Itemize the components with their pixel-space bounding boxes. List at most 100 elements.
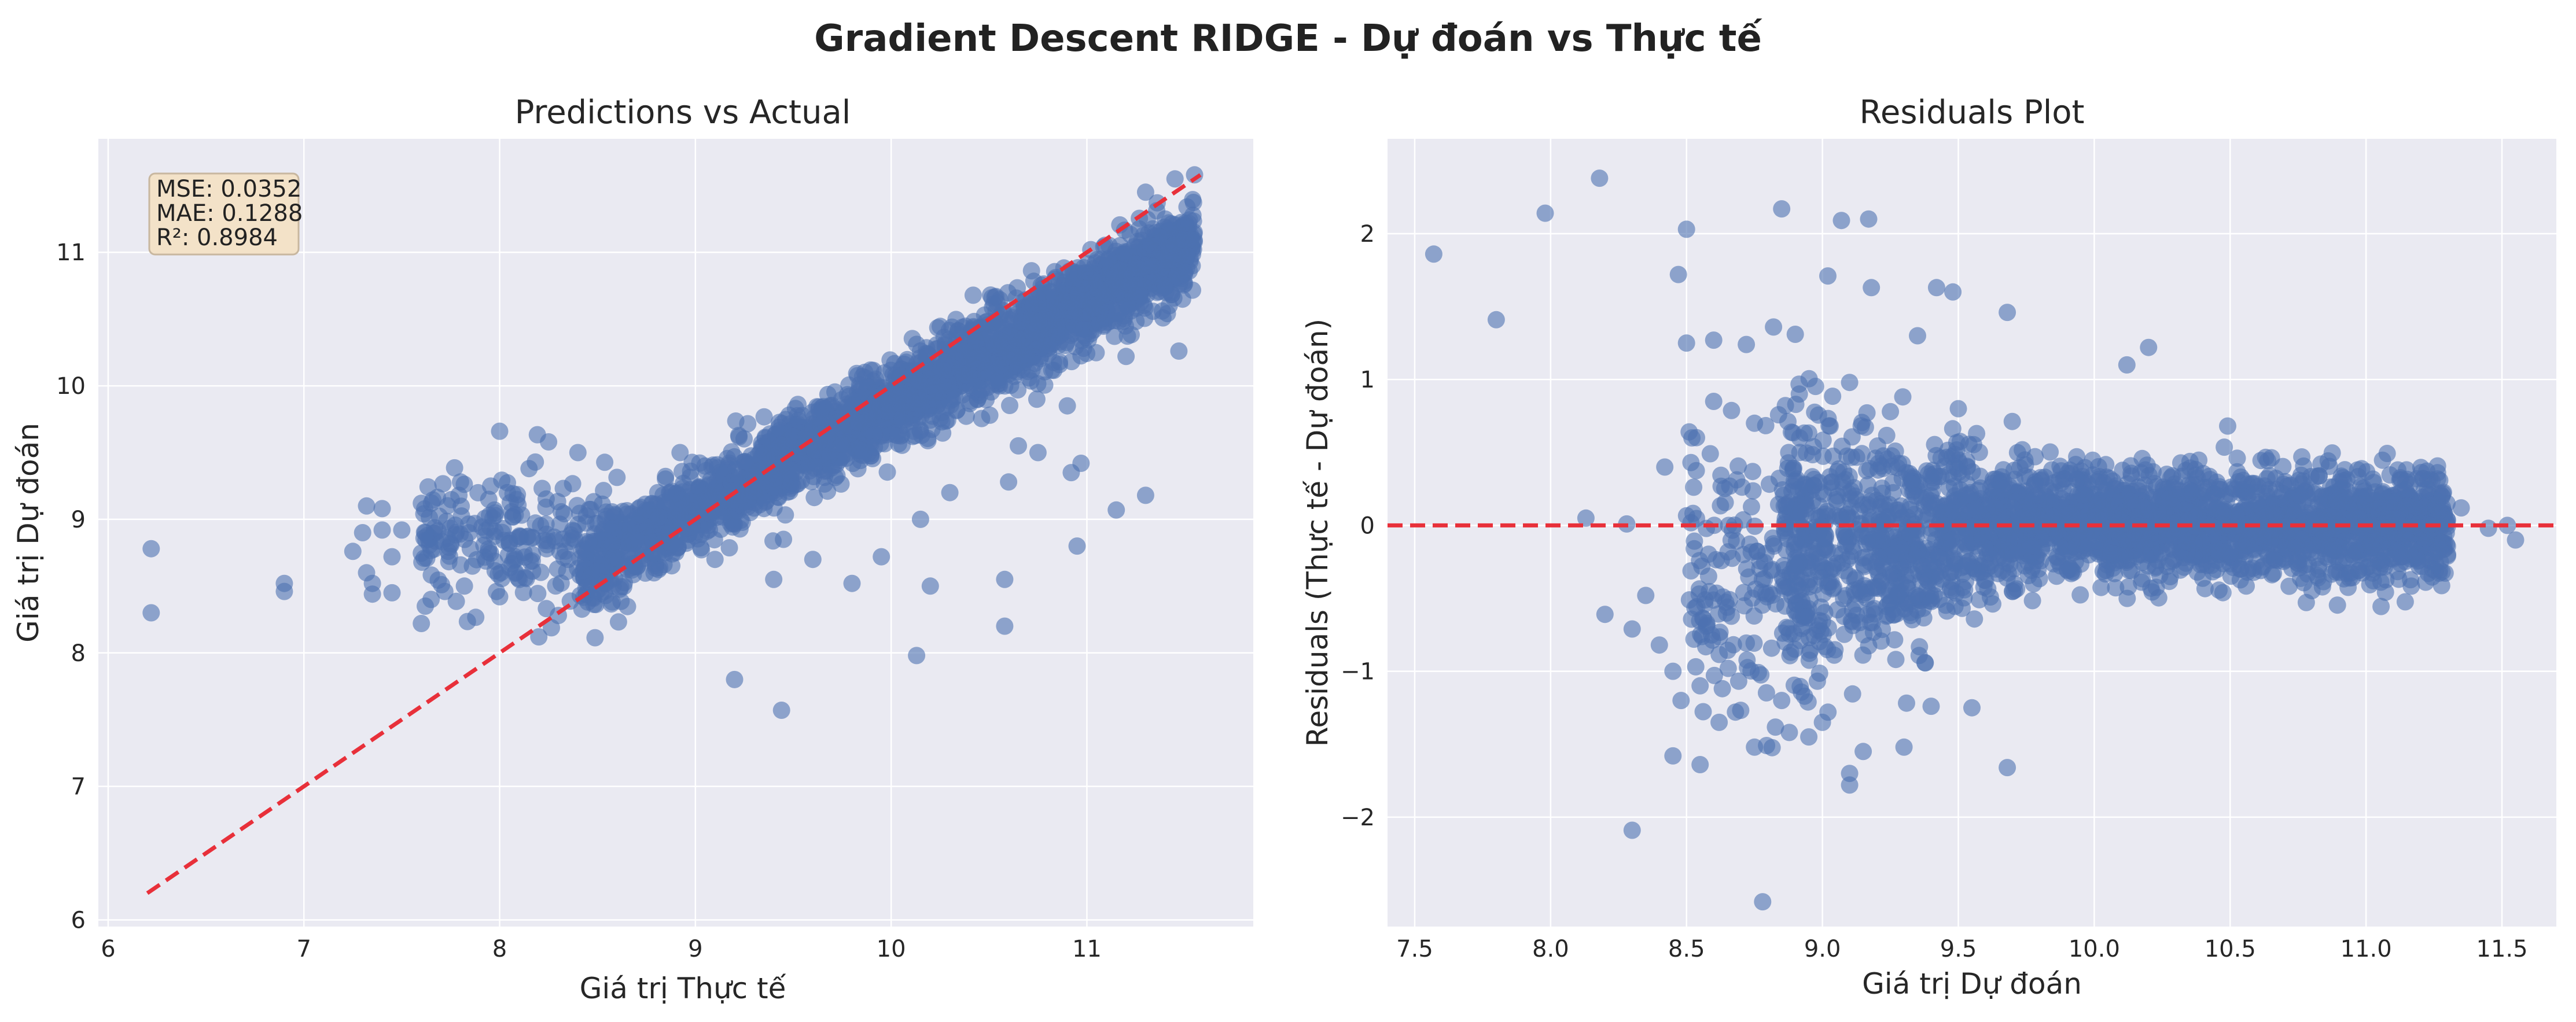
scatter-point <box>1810 665 1828 682</box>
scatter-point <box>989 372 1007 390</box>
scatter-point <box>973 381 991 399</box>
scatter-point <box>413 615 430 632</box>
scatter-point <box>413 495 430 512</box>
scatter-point <box>661 489 679 507</box>
scatter-point <box>1000 473 1018 491</box>
scatter-point <box>878 463 896 481</box>
scatter-points <box>1425 169 2525 911</box>
scatter-point <box>936 336 954 354</box>
scatter-point <box>1051 326 1069 344</box>
scatter-point <box>1166 170 1184 188</box>
scatter-point <box>443 490 460 508</box>
scatter-point <box>739 415 757 433</box>
scatter-point <box>1176 263 1194 281</box>
scatter-point <box>451 473 469 491</box>
scatter-point <box>742 447 760 465</box>
scatter-point <box>491 588 509 606</box>
scatter-point <box>1118 300 1136 318</box>
scatter-point <box>908 647 926 665</box>
scatter-point <box>2133 449 2151 467</box>
scatter-point <box>383 584 401 602</box>
scatter-point <box>1022 372 1040 390</box>
scatter-point <box>1878 426 1896 444</box>
x-tick-label: 7 <box>296 936 311 962</box>
scatter-point <box>650 560 668 578</box>
scatter-point <box>1856 418 1874 436</box>
scatter-point <box>430 507 448 525</box>
scatter-point <box>363 585 381 603</box>
scatter-point <box>1136 486 1154 504</box>
scatter-point <box>645 544 663 562</box>
scatter-point <box>967 333 985 350</box>
scatter-point <box>597 574 614 592</box>
scatter-point <box>2107 579 2125 597</box>
scatter-point <box>1094 286 1112 304</box>
y-tick-label: 11 <box>56 239 86 266</box>
scatter-point <box>441 534 459 552</box>
scatter-point <box>996 617 1014 635</box>
axes-title: Predictions vs Actual <box>515 94 851 131</box>
scatter-point <box>706 551 724 569</box>
residuals-plot-axes: 7.5 8.0 8.5 9.0 9.5 10.0 10.5 11.0 11.5 −2−1012 … <box>1301 94 2556 1001</box>
scatter-point <box>275 582 293 600</box>
scatter-point <box>458 613 476 630</box>
scatter-point <box>532 563 550 581</box>
scatter-point <box>2293 448 2311 466</box>
stats-box: MSE: 0.0352 MAE: 0.1288 R²: 0.8984 <box>148 172 303 256</box>
scatter-point <box>923 407 941 425</box>
scatter-point <box>1144 220 1162 238</box>
scatter-point <box>910 372 928 390</box>
scatter-point <box>667 544 685 562</box>
scatter-point <box>843 574 861 592</box>
scatter-point <box>358 564 376 582</box>
scatter-point <box>1843 685 1861 703</box>
scatter-point <box>1042 282 1059 300</box>
scatter-point <box>2216 438 2233 456</box>
scatter-point <box>1944 420 1962 438</box>
scatter-point <box>780 406 798 424</box>
scatter-point <box>753 478 771 496</box>
scatter-point <box>2390 570 2408 588</box>
scatter-point <box>1185 231 1203 249</box>
scatter-point <box>1170 342 1188 360</box>
scatter-point <box>1072 455 1090 472</box>
y-tick-label: 6 <box>71 907 86 934</box>
scatter-point <box>650 508 668 526</box>
scatter-point <box>1966 610 1983 628</box>
scatter-point <box>958 367 976 385</box>
scatter-point <box>2025 575 2043 593</box>
scatter-point <box>919 431 937 449</box>
scatter-point <box>756 444 774 462</box>
scatter-point <box>736 493 754 511</box>
scatter-point <box>344 543 362 560</box>
scatter-point <box>463 557 481 575</box>
scatter-point <box>510 570 528 588</box>
scatter-point <box>1176 216 1194 234</box>
x-tick-label: 9 <box>688 936 702 962</box>
scatter-point <box>1148 202 1166 220</box>
scatter-point <box>863 396 881 414</box>
scatter-point <box>354 524 371 541</box>
scatter-point <box>671 506 689 524</box>
scatter-point <box>812 433 830 451</box>
scatter-point <box>713 508 731 526</box>
scatter-point <box>1009 355 1027 373</box>
scatter-point <box>1010 437 1027 455</box>
scatter-point <box>417 524 434 541</box>
scatter-point <box>1136 183 1154 201</box>
scatter-point <box>2228 449 2246 467</box>
scatter-point <box>1156 276 1174 294</box>
scatter-point <box>596 453 614 471</box>
scatter-point <box>2119 578 2137 596</box>
scatter-point <box>469 484 487 501</box>
scatter-point <box>529 585 547 603</box>
scatter-point <box>142 540 160 558</box>
scatter-point <box>805 489 823 507</box>
scatter-point <box>2417 573 2435 591</box>
scatter-point <box>921 577 939 595</box>
scatter-point <box>569 444 587 462</box>
scatter-point <box>566 530 584 548</box>
scatter-point <box>911 510 929 528</box>
scatter-point <box>705 531 723 549</box>
